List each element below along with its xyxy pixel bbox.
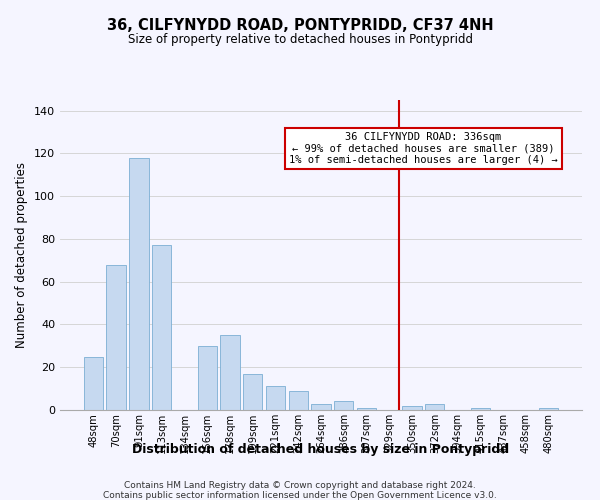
Text: Contains public sector information licensed under the Open Government Licence v3: Contains public sector information licen… — [103, 491, 497, 500]
Bar — [425, 404, 445, 410]
Text: 36, CILFYNYDD ROAD, PONTYPRIDD, CF37 4NH: 36, CILFYNYDD ROAD, PONTYPRIDD, CF37 4NH — [107, 18, 493, 32]
Text: Size of property relative to detached houses in Pontypridd: Size of property relative to detached ho… — [128, 32, 473, 46]
Bar — [357, 408, 376, 410]
Bar — [289, 391, 308, 410]
Bar — [220, 335, 239, 410]
Bar — [84, 356, 103, 410]
Y-axis label: Number of detached properties: Number of detached properties — [16, 162, 28, 348]
Bar — [106, 264, 126, 410]
Bar — [243, 374, 262, 410]
Bar — [470, 408, 490, 410]
Bar — [334, 402, 353, 410]
Bar — [152, 246, 172, 410]
Bar — [403, 406, 422, 410]
Bar — [266, 386, 285, 410]
Text: 36 CILFYNYDD ROAD: 336sqm
← 99% of detached houses are smaller (389)
1% of semi-: 36 CILFYNYDD ROAD: 336sqm ← 99% of detac… — [289, 132, 558, 166]
Bar — [539, 408, 558, 410]
Text: Contains HM Land Registry data © Crown copyright and database right 2024.: Contains HM Land Registry data © Crown c… — [124, 481, 476, 490]
Bar — [129, 158, 149, 410]
Text: Distribution of detached houses by size in Pontypridd: Distribution of detached houses by size … — [133, 442, 509, 456]
Bar — [311, 404, 331, 410]
Bar — [197, 346, 217, 410]
